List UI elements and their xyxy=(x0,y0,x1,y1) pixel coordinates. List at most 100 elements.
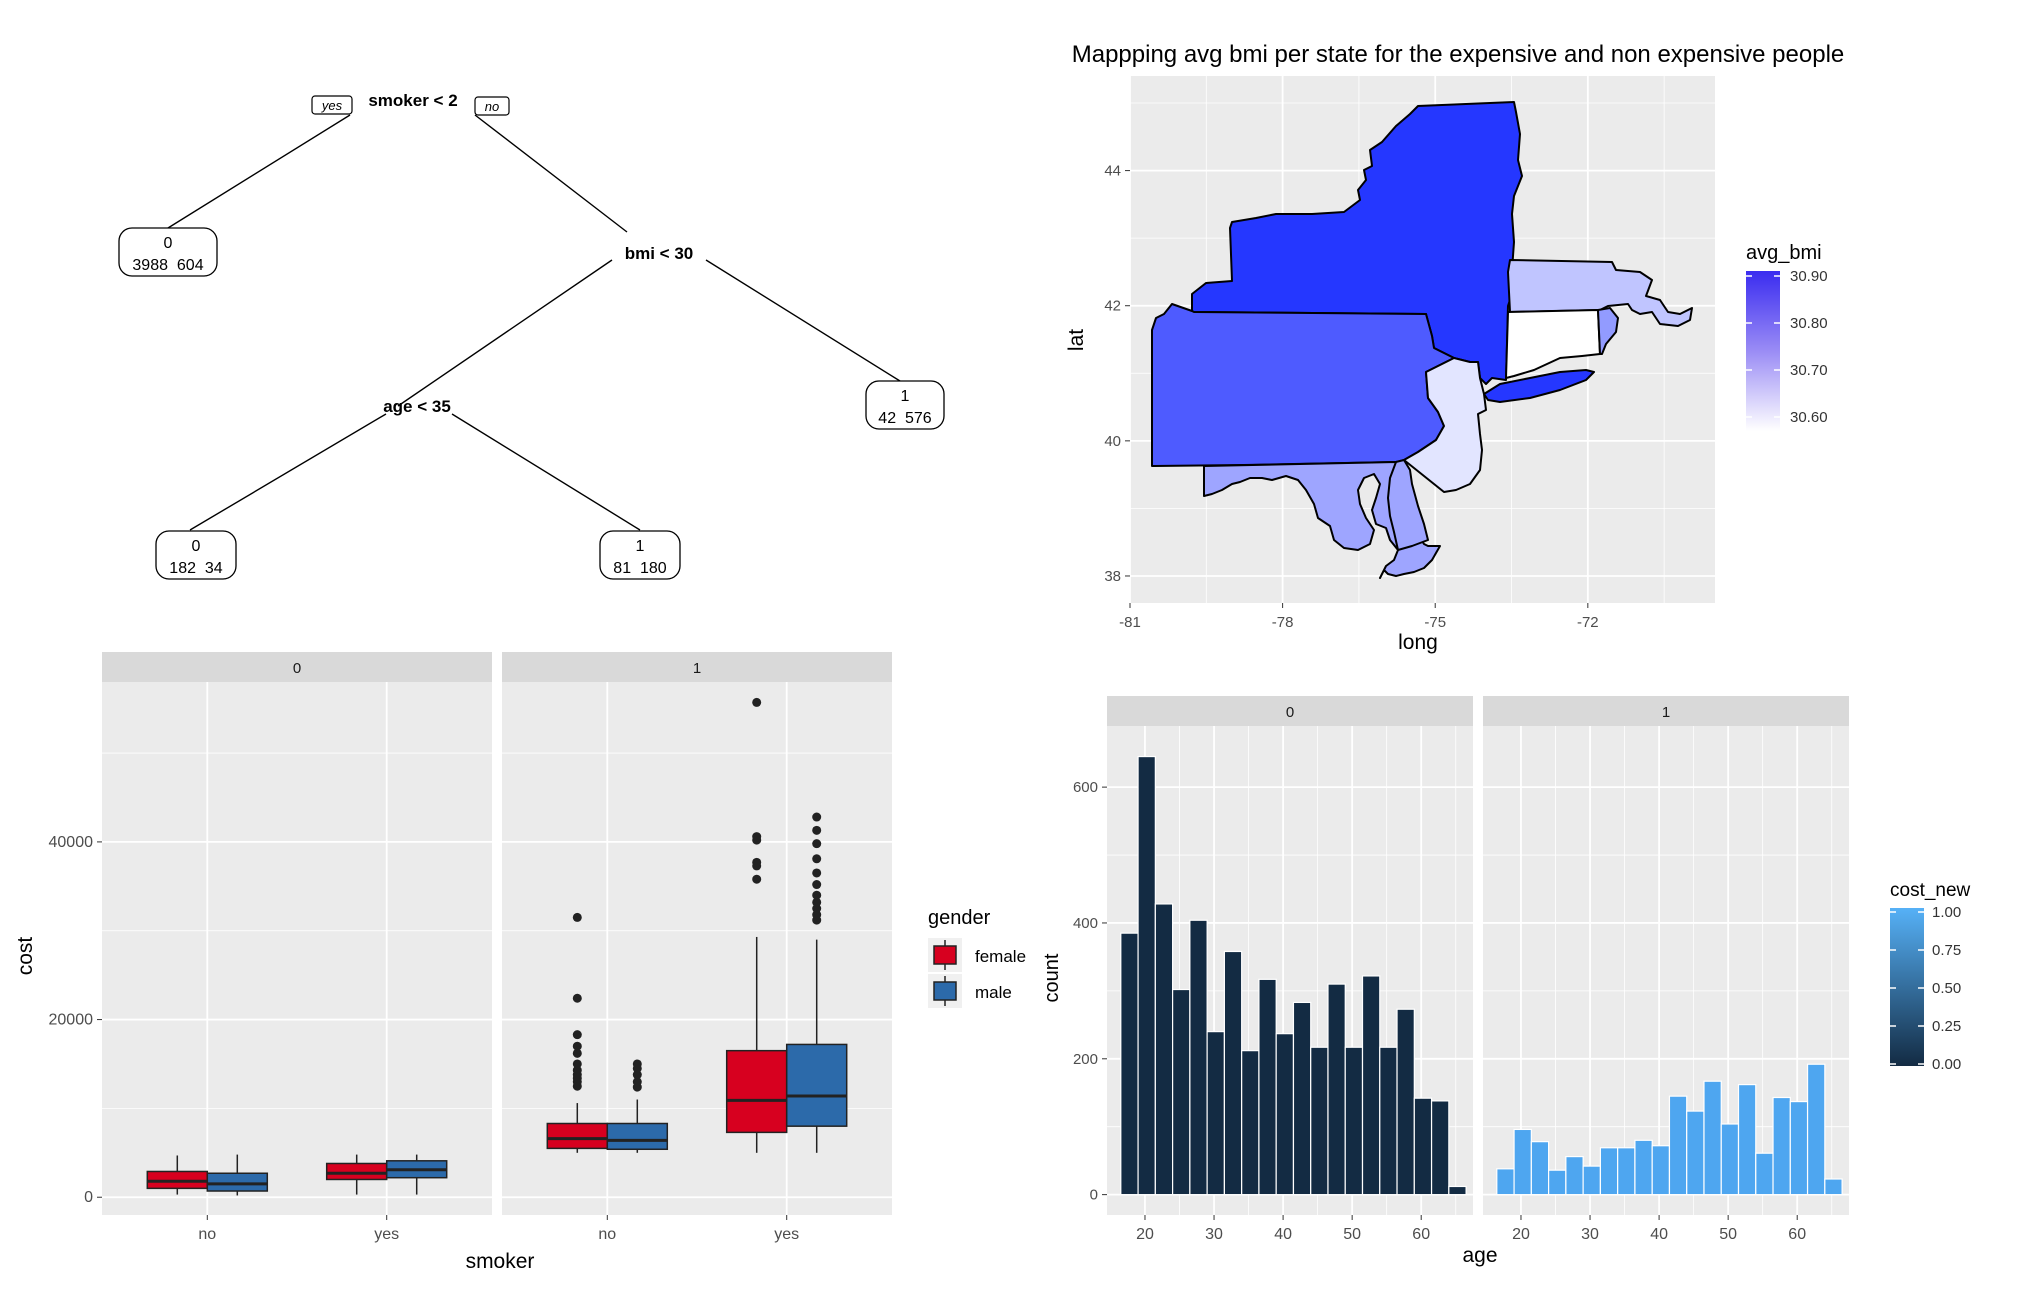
box-outlier xyxy=(812,880,822,890)
histogram-bar xyxy=(1413,1097,1433,1196)
cost-new-legend-label: 0.00 xyxy=(1932,1056,1961,1073)
histogram-bar xyxy=(1634,1139,1653,1196)
bmi-split-label: bmi < 30 xyxy=(625,244,694,263)
leaf-node: 1 42 576 xyxy=(865,380,945,430)
y-tick-label: 400 xyxy=(1073,915,1098,932)
histogram-bar xyxy=(1806,1063,1826,1196)
box-outlier xyxy=(812,868,822,878)
histogram-bar xyxy=(1120,932,1139,1196)
map-y-tick-label: 38 xyxy=(1104,568,1121,585)
x-tick-label: 60 xyxy=(1412,1226,1430,1243)
box-outlier xyxy=(812,890,822,900)
box-outlier xyxy=(572,1059,582,1069)
state-maryland xyxy=(1203,461,1441,579)
histogram-bar xyxy=(1241,1050,1260,1196)
box-1-yes-male xyxy=(785,812,848,1153)
leaf-counts: 81 180 xyxy=(613,560,666,577)
gender-legend-title: gender xyxy=(928,907,991,929)
map-y-axis-label: lat xyxy=(1065,329,1088,351)
map-y-tick-label: 42 xyxy=(1104,298,1121,315)
histogram-y-axis-label: count xyxy=(1041,953,1063,1002)
facet-strip-label: 0 xyxy=(1286,704,1294,721)
histogram-bar xyxy=(1292,1001,1312,1196)
box-outlier xyxy=(572,912,582,922)
facet-strip-label: 1 xyxy=(693,660,701,677)
histogram-bar xyxy=(1513,1128,1532,1196)
leaf-counts: 182 34 xyxy=(169,560,222,577)
state-delaware-shore xyxy=(1387,459,1429,551)
map-x-axis-label: long xyxy=(1398,631,1438,654)
histogram-bar xyxy=(1172,988,1191,1196)
map-legend: avg_bmi 30.90 30.80 30.70 30.60 xyxy=(1746,242,1828,431)
histogram-bar xyxy=(1772,1096,1791,1196)
x-tick-label: yes xyxy=(374,1226,399,1243)
x-tick-label: no xyxy=(198,1226,216,1243)
box-1-no-male xyxy=(606,1059,669,1153)
facet-strip-label: 1 xyxy=(1662,704,1670,721)
histogram-legend: cost_new 1.00 0.75 0.50 0.25 0.00 xyxy=(1890,880,1971,1073)
boxplot-panel xyxy=(102,682,492,1215)
cost-new-legend-label: 1.00 xyxy=(1932,904,1961,921)
tree-edge xyxy=(451,413,641,531)
state-new-jersey xyxy=(1403,357,1487,493)
histogram-bar xyxy=(1223,950,1243,1196)
root-split-label: smoker < 2 xyxy=(368,91,457,110)
map-axes: -81 -78 -75 -72 38 40 42 44 xyxy=(1104,163,1598,631)
box-outlier xyxy=(632,1077,642,1087)
decision-tree: yes smoker < 2 no bmi < 30 age < 35 0 39… xyxy=(118,91,945,580)
histogram-bar xyxy=(1582,1165,1601,1196)
histogram-bar xyxy=(1206,1031,1225,1196)
box-outlier xyxy=(572,1065,582,1075)
x-tick-label: 20 xyxy=(1512,1226,1530,1243)
tree-edge xyxy=(705,259,901,382)
legend-swatch-female xyxy=(933,945,957,965)
leaf-class: 0 xyxy=(164,235,173,252)
state-pennsylvania xyxy=(1151,303,1455,467)
boxplot-x-axis-label: smoker xyxy=(466,1250,535,1273)
tree-edge xyxy=(397,259,613,407)
map-y-tick-label: 44 xyxy=(1104,163,1121,180)
histogram-x-axis-label: age xyxy=(1462,1244,1497,1267)
leaf-counts: 3988 604 xyxy=(132,257,203,274)
tree-edge xyxy=(167,114,351,229)
histogram-bar xyxy=(1496,1168,1515,1196)
cost-new-colorbar xyxy=(1890,908,1924,1066)
map-legend-label: 30.70 xyxy=(1790,362,1828,379)
box-0-yes-male xyxy=(385,1154,448,1195)
leaf-counts: 42 576 xyxy=(878,410,931,427)
boxplot-axes: no yes no yes 0 20000 40000 xyxy=(49,834,800,1243)
box-outlier xyxy=(812,839,822,849)
no-label: no xyxy=(485,99,499,114)
box-outlier xyxy=(812,854,822,864)
legend-label-male: male xyxy=(975,983,1012,1002)
box-body xyxy=(606,1122,669,1151)
histogram-bar xyxy=(1789,1100,1809,1196)
box-outlier xyxy=(572,1030,582,1040)
x-tick-label: yes xyxy=(774,1226,799,1243)
cost-new-legend-ticks: 1.00 0.75 0.50 0.25 0.00 xyxy=(1890,904,1961,1073)
y-tick-label: 600 xyxy=(1073,779,1098,796)
state-rhode-island xyxy=(1597,307,1619,355)
leaf-node: 1 81 180 xyxy=(599,530,681,580)
box-body xyxy=(785,1043,848,1127)
y-tick-label: 200 xyxy=(1073,1051,1098,1068)
box-0-yes-female xyxy=(325,1154,388,1195)
map-legend-title: avg_bmi xyxy=(1746,242,1822,264)
no-label-box xyxy=(474,96,510,116)
facet-strip xyxy=(502,652,892,682)
legend-swatch-male xyxy=(933,981,957,1001)
cost-boxplot-chart: 0 1 no yes no yes 0 20000 40000 smoker cost gen… xyxy=(14,652,1026,1273)
x-tick-label: no xyxy=(598,1226,616,1243)
histogram-bar xyxy=(1344,1046,1364,1196)
box-outlier xyxy=(812,812,822,822)
y-tick-label: 0 xyxy=(84,1189,93,1206)
box-body xyxy=(325,1162,388,1181)
x-tick-label: 60 xyxy=(1788,1226,1806,1243)
box-outlier xyxy=(812,910,822,920)
legend-key-female xyxy=(928,938,962,972)
map-legend-label: 30.90 xyxy=(1790,268,1828,285)
cost-new-legend-label: 0.25 xyxy=(1932,1018,1961,1035)
tree-edge xyxy=(474,114,628,233)
